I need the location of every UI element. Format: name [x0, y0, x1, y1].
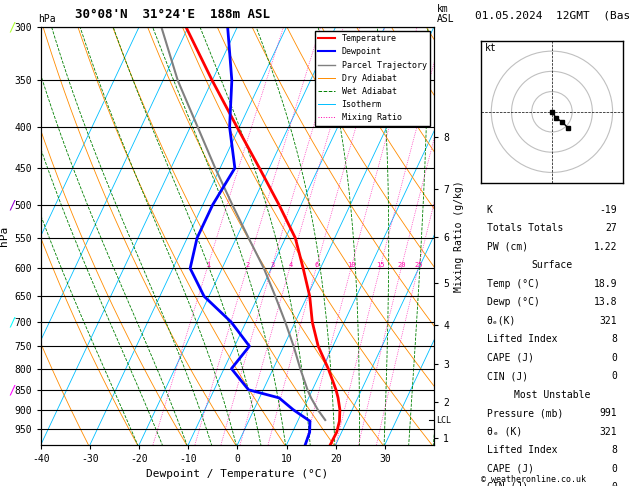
Text: CIN (J): CIN (J) [487, 482, 528, 486]
Text: 25: 25 [415, 262, 423, 268]
Text: /: / [9, 383, 16, 396]
Text: 321: 321 [599, 427, 617, 436]
Text: 321: 321 [599, 316, 617, 326]
Text: Dewp (°C): Dewp (°C) [487, 297, 540, 307]
Text: 0: 0 [611, 482, 617, 486]
Text: Surface: Surface [532, 260, 572, 270]
Legend: Temperature, Dewpoint, Parcel Trajectory, Dry Adiabat, Wet Adiabat, Isotherm, Mi: Temperature, Dewpoint, Parcel Trajectory… [315, 31, 430, 125]
Text: 1.22: 1.22 [594, 242, 617, 252]
X-axis label: Dewpoint / Temperature (°C): Dewpoint / Temperature (°C) [147, 469, 328, 479]
Text: Most Unstable: Most Unstable [514, 390, 590, 399]
Text: 2: 2 [246, 262, 250, 268]
Text: 6: 6 [314, 262, 319, 268]
Text: /: / [9, 20, 16, 33]
Text: 8: 8 [611, 334, 617, 344]
Text: © weatheronline.co.uk: © weatheronline.co.uk [481, 474, 586, 484]
Text: CAPE (J): CAPE (J) [487, 464, 534, 473]
Text: Totals Totals: Totals Totals [487, 224, 563, 233]
Text: 991: 991 [599, 408, 617, 418]
Text: θₑ(K): θₑ(K) [487, 316, 516, 326]
Text: kt: kt [485, 43, 497, 53]
Text: Lifted Index: Lifted Index [487, 334, 557, 344]
Text: θₑ (K): θₑ (K) [487, 427, 522, 436]
Text: -19: -19 [599, 205, 617, 215]
Text: 0: 0 [611, 371, 617, 381]
Text: PW (cm): PW (cm) [487, 242, 528, 252]
Y-axis label: Mixing Ratio (g/kg): Mixing Ratio (g/kg) [455, 180, 464, 292]
Text: 13.8: 13.8 [594, 297, 617, 307]
Text: 20: 20 [398, 262, 406, 268]
Text: km
ASL: km ASL [437, 4, 455, 24]
Text: 27: 27 [605, 224, 617, 233]
Text: 8: 8 [611, 445, 617, 455]
Text: 3: 3 [270, 262, 274, 268]
Text: CIN (J): CIN (J) [487, 371, 528, 381]
Text: /: / [9, 315, 16, 329]
Text: 01.05.2024  12GMT  (Base: 12): 01.05.2024 12GMT (Base: 12) [475, 11, 629, 21]
Y-axis label: hPa: hPa [0, 226, 9, 246]
Text: K: K [487, 205, 493, 215]
Text: CAPE (J): CAPE (J) [487, 353, 534, 363]
Text: 1: 1 [206, 262, 210, 268]
Text: 4: 4 [288, 262, 292, 268]
Text: /: / [9, 198, 16, 211]
Text: 0: 0 [611, 353, 617, 363]
Text: hPa: hPa [38, 14, 55, 24]
Text: LCL: LCL [437, 416, 452, 424]
Text: 0: 0 [611, 464, 617, 473]
Text: 18.9: 18.9 [594, 279, 617, 289]
Text: Lifted Index: Lifted Index [487, 445, 557, 455]
Text: 30°08'N  31°24'E  188m ASL: 30°08'N 31°24'E 188m ASL [75, 8, 270, 21]
Text: 15: 15 [376, 262, 385, 268]
Text: Pressure (mb): Pressure (mb) [487, 408, 563, 418]
Text: 10: 10 [347, 262, 356, 268]
Text: Temp (°C): Temp (°C) [487, 279, 540, 289]
